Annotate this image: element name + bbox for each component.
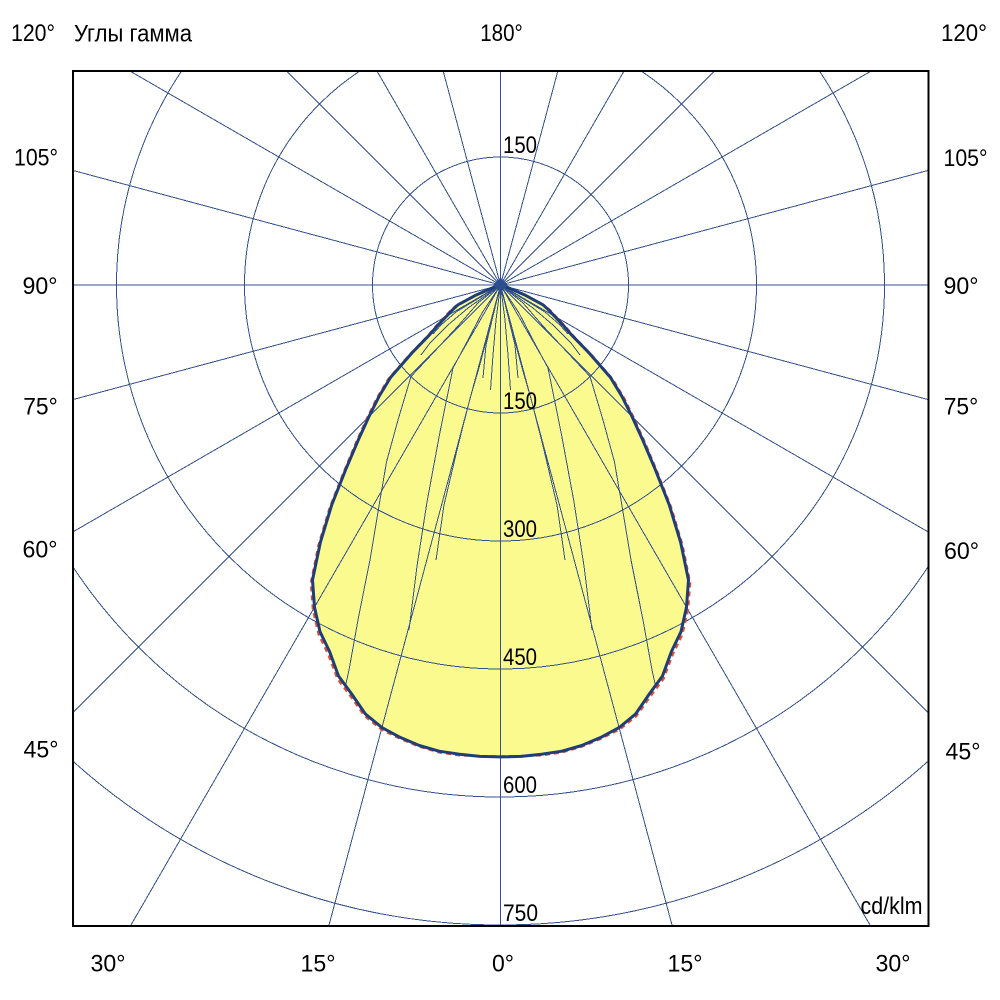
svg-text:300: 300: [503, 516, 537, 543]
svg-text:30°: 30°: [876, 951, 911, 978]
svg-text:105°: 105°: [944, 145, 988, 172]
svg-text:180°: 180°: [480, 20, 523, 47]
svg-text:75°: 75°: [944, 394, 979, 421]
svg-text:Углы гамма: Углы гамма: [74, 21, 193, 48]
svg-text:750: 750: [503, 900, 538, 927]
svg-text:120°: 120°: [941, 20, 987, 47]
svg-text:450: 450: [503, 644, 537, 671]
svg-text:90°: 90°: [23, 273, 58, 300]
svg-text:cd/klm: cd/klm: [861, 893, 923, 920]
svg-text:75°: 75°: [23, 394, 58, 421]
svg-text:120°: 120°: [11, 20, 55, 47]
svg-text:150: 150: [503, 132, 537, 159]
svg-text:0°: 0°: [492, 951, 514, 978]
svg-text:30°: 30°: [91, 951, 126, 978]
svg-text:15°: 15°: [668, 951, 703, 978]
svg-text:150: 150: [503, 388, 537, 415]
svg-text:600: 600: [503, 772, 537, 799]
svg-text:60°: 60°: [23, 537, 58, 564]
svg-text:45°: 45°: [946, 739, 981, 766]
svg-text:15°: 15°: [301, 951, 336, 978]
svg-text:90°: 90°: [944, 273, 979, 300]
svg-text:45°: 45°: [24, 737, 59, 764]
svg-text:60°: 60°: [944, 538, 979, 565]
svg-text:105°: 105°: [14, 145, 58, 172]
